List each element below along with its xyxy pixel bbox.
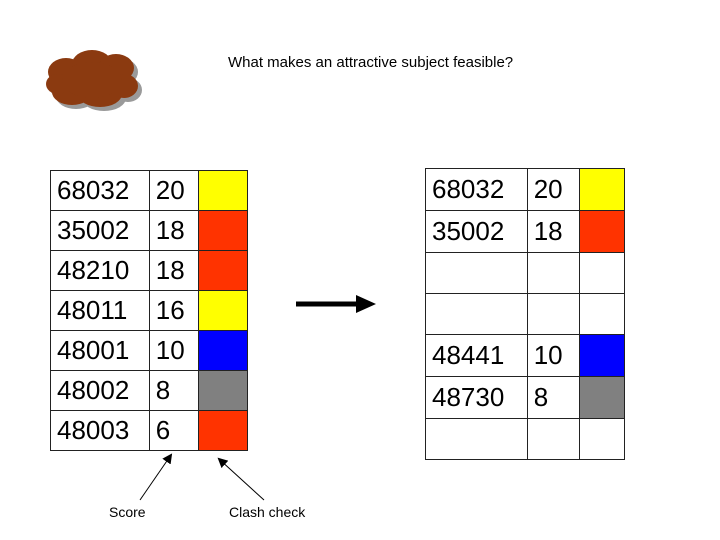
table-row: 48001 10 [50,330,249,371]
ranked-table: 68032 20 35002 18 48210 18 48011 16 48001 10 48002… [50,170,249,451]
clash-color-cell [578,334,626,377]
subject-id-cell: 68032 [425,168,528,211]
table-row: 48441 10 [425,334,626,377]
subject-id-cell [425,252,528,294]
table-row: 48210 18 [50,250,249,291]
clash-color-cell [197,170,249,211]
score-cell: 18 [148,250,199,291]
clash-check-pointer-arrow [217,457,265,501]
score-cell: 8 [526,376,580,419]
table-row: 48011 16 [50,290,249,331]
score-cell [526,293,580,335]
subject-id-cell: 48002 [50,370,150,411]
score-cell: 18 [526,210,580,253]
subject-id-cell: 48730 [425,376,528,419]
cloud-shape [46,50,142,111]
table-row: 48002 8 [50,370,249,411]
subject-id-cell [425,418,528,460]
selected-table: 68032 20 35002 18 48441 10 48730 8 [425,168,626,460]
subject-id-cell: 48003 [50,410,150,451]
table-row [425,418,626,460]
clash-color-cell [578,210,626,253]
clash-color-cell [578,418,626,460]
clash-color-cell [578,252,626,294]
score-cell: 8 [148,370,199,411]
table-row: 48003 6 [50,410,249,451]
subject-id-cell: 48011 [50,290,150,331]
table-row: 68032 20 [425,168,626,211]
table-row [425,293,626,335]
score-cell [526,418,580,460]
clash-color-cell [197,250,249,291]
clash-color-cell [578,168,626,211]
subject-id-cell: 48441 [425,334,528,377]
subject-id-cell: 48001 [50,330,150,371]
subject-id-cell: 68032 [50,170,150,211]
clash-color-cell [197,410,249,451]
score-cell: 10 [526,334,580,377]
score-pointer-arrow [139,453,173,501]
clash-check-label: Clash check [229,504,306,520]
score-cell: 20 [148,170,199,211]
clash-color-cell [578,376,626,419]
subject-id-cell: 48210 [50,250,150,291]
table-row: 68032 20 [50,170,249,211]
transform-arrow [296,295,376,313]
clash-color-cell [197,290,249,331]
clash-color-cell [197,210,249,251]
table-row [425,252,626,294]
slide-title: What makes an attractive subject feasibl… [228,54,514,71]
table-row: 35002 18 [425,210,626,253]
score-cell: 18 [148,210,199,251]
table-row: 48730 8 [425,376,626,419]
score-label: Score [109,504,146,520]
table-row: 35002 18 [50,210,249,251]
clash-color-cell [578,293,626,335]
clash-color-cell [197,370,249,411]
clash-color-cell [197,330,249,371]
subject-id-cell: 35002 [425,210,528,253]
subject-id-cell [425,293,528,335]
